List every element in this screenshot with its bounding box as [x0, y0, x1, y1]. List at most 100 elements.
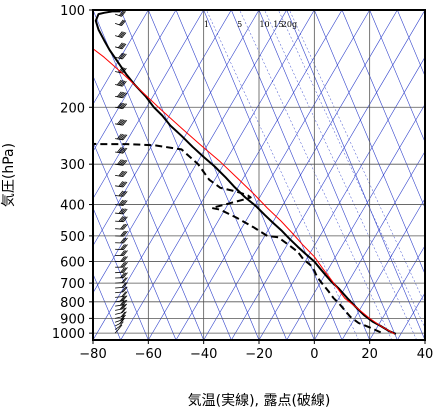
y-tick-label: 600 — [60, 255, 85, 270]
mixing-ratio-line — [289, 10, 425, 305]
wind-barb — [115, 295, 128, 303]
adiabat-line — [258, 56, 425, 340]
wind-barb — [115, 244, 128, 250]
adiabat-line — [397, 292, 425, 340]
wind-barb — [115, 291, 128, 298]
y-tick-label: 400 — [60, 199, 85, 214]
wind-barb — [115, 314, 126, 323]
wind-barb — [115, 277, 128, 284]
y-tick-label: 1000 — [52, 327, 85, 342]
wind-barb — [115, 208, 128, 215]
wind-barb — [115, 256, 128, 262]
x-tick-label: −60 — [135, 347, 162, 362]
wind-barb — [115, 223, 128, 230]
x-axis-title: 気温(実線), 露点(破線) — [188, 393, 331, 409]
wind-barb — [115, 181, 128, 188]
wind-barb — [115, 267, 128, 274]
series-group — [93, 10, 397, 335]
wind-barb — [115, 190, 128, 197]
mixing-ratio-line — [278, 10, 425, 329]
x-tick-label: 20 — [361, 347, 378, 362]
adiabat-line — [369, 245, 425, 340]
x-tick-label: −20 — [245, 347, 272, 362]
wind-barb — [115, 199, 128, 206]
wind-barb — [115, 170, 128, 178]
wind-barb — [115, 10, 126, 17]
mixing-ratio-label: 10 — [259, 20, 269, 29]
x-axis: −80 −60 −40 −20 0 20 40 — [79, 340, 433, 362]
wind-barb — [115, 147, 128, 154]
wind-barb — [115, 250, 128, 256]
isotherm-line — [424, 10, 425, 11]
wind-barb — [115, 102, 128, 110]
y-tick-label: 200 — [60, 101, 85, 116]
wind-barb — [115, 261, 128, 268]
wind-barb — [115, 299, 128, 307]
mixing-ratio-label: 5 — [237, 20, 242, 29]
y-tick-label: 300 — [60, 158, 85, 173]
wind-barb — [114, 318, 125, 327]
mixing-ratio-line — [264, 10, 417, 340]
adiabat-line — [175, 10, 370, 340]
isotherm-line — [397, 10, 425, 77]
adiabat-line — [286, 103, 425, 340]
adiabat-line — [341, 197, 425, 340]
wind-barb — [115, 159, 128, 166]
temperature-line — [94, 10, 397, 335]
adiabat-line — [203, 10, 398, 340]
grid — [93, 10, 425, 340]
y-tick-label: 900 — [60, 312, 85, 327]
adiabat-line — [93, 10, 149, 105]
y-tick-label: 700 — [60, 277, 85, 292]
wind-barb — [115, 307, 127, 315]
x-tick-label: 40 — [417, 347, 434, 362]
adiabat-line — [148, 10, 343, 340]
wind-barb — [114, 321, 124, 330]
wind-barb — [115, 91, 128, 99]
adiabat-line — [93, 10, 177, 153]
wind-barb — [115, 272, 128, 279]
wind-barb — [115, 19, 126, 27]
wind-barbs — [114, 10, 128, 334]
x-tick-label: −40 — [190, 347, 217, 362]
wind-barb — [115, 52, 127, 60]
background-lines — [93, 10, 425, 340]
wind-barb — [115, 216, 128, 223]
mixing-ratio-line — [239, 10, 393, 340]
x-tick-label: −80 — [79, 347, 106, 362]
wind-barb — [115, 118, 128, 126]
adiabat-line — [424, 339, 425, 340]
wind-barb — [115, 31, 127, 38]
wind-barb — [115, 42, 127, 50]
wind-barb — [115, 311, 127, 319]
adiabat-line — [231, 10, 425, 340]
adiabat-line — [93, 10, 287, 340]
adiabat-line — [93, 10, 260, 294]
wind-barb — [115, 282, 128, 289]
mixing-ratio-label: 20g — [282, 20, 297, 29]
y-tick-label: 500 — [60, 230, 85, 245]
wind-barb — [115, 79, 127, 87]
wind-barb — [115, 303, 128, 311]
dewpoint-line — [93, 142, 382, 334]
wind-barb — [114, 324, 123, 334]
parcel-line — [93, 48, 395, 335]
wind-barb — [115, 133, 128, 141]
x-tick-label: 0 — [310, 347, 318, 362]
y-tick-label: 800 — [60, 296, 85, 311]
adiabat-line — [93, 10, 232, 247]
wind-barb — [115, 286, 128, 294]
mixing-ratio-label: 15 — [273, 20, 283, 29]
wind-barb — [115, 230, 128, 237]
mixing-ratio-line — [206, 10, 359, 340]
isotherm-line — [314, 10, 425, 275]
y-axis-title: 気圧(hPa) — [1, 143, 17, 207]
wind-barb — [115, 237, 128, 244]
adiabat-line — [120, 10, 315, 340]
adiabat-line — [93, 10, 204, 200]
y-tick-label: 100 — [60, 4, 85, 19]
adiabat-line — [314, 150, 425, 340]
